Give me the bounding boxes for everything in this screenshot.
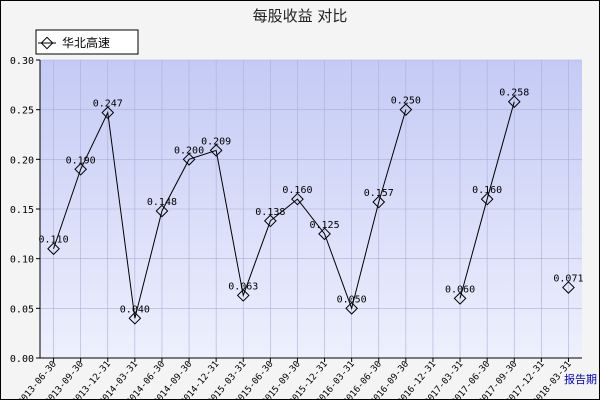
chart-title: 每股收益 对比 (253, 7, 348, 25)
y-tick-label: 0.20 (10, 155, 34, 166)
data-point-marker (480, 192, 494, 206)
data-point-marker (155, 204, 169, 218)
data-point-marker (263, 214, 277, 228)
data-point-marker (562, 281, 575, 294)
y-tick-label: 0.30 (10, 56, 34, 67)
data-value-label: 0.209 (201, 136, 231, 147)
data-value-label: 0.250 (391, 96, 421, 107)
x-axis-corner-label: 报告期 (564, 372, 597, 386)
data-point-marker (453, 292, 467, 305)
series-lines (53, 101, 515, 319)
data-value-label: 0.160 (282, 185, 312, 196)
data-value-label: 0.258 (499, 88, 529, 99)
x-axis-ticks: 2013-06-302013-09-302013-12-312014-03-31… (16, 358, 574, 400)
data-value-label: 0.157 (364, 188, 394, 199)
data-value-label: 0.125 (309, 220, 339, 231)
data-point-marker (209, 144, 223, 157)
data-point-marker (236, 289, 250, 302)
data-value-label: 0.160 (472, 185, 502, 196)
data-point-marker (399, 103, 413, 117)
series-line-segment (53, 109, 407, 319)
data-value-label: 0.063 (228, 281, 258, 292)
y-tick-label: 0.00 (10, 354, 34, 365)
legend-box (35, 29, 139, 55)
legend: 华北高速 (35, 29, 139, 55)
y-tick-label: 0.05 (10, 304, 34, 315)
data-point-marker (345, 301, 359, 315)
data-points (47, 95, 575, 325)
data-value-label: 0.200 (174, 145, 204, 156)
data-point-marker (101, 106, 115, 120)
y-tick-label: 0.25 (10, 106, 34, 117)
y-tick-label: 0.10 (10, 255, 34, 266)
data-point-marker (47, 242, 60, 256)
data-point-marker (507, 95, 521, 109)
data-value-label: 0.138 (255, 207, 285, 218)
data-value-label: 0.148 (147, 197, 177, 208)
data-point-marker (128, 311, 142, 325)
y-axis-ticks: 0.00 0.05 0.10 0.15 0.20 0.25 0.30 (10, 56, 40, 365)
data-point-marker (74, 162, 88, 176)
data-value-label: 0.040 (120, 304, 150, 315)
data-value-label: 0.050 (337, 294, 367, 305)
legend-diamond-marker (40, 36, 54, 50)
data-point-marker (182, 152, 196, 166)
legend-series-name: 华北高速 (62, 35, 110, 50)
series-line-segment (459, 101, 515, 299)
data-point-marker (318, 227, 331, 241)
gridlines (40, 59, 582, 359)
data-value-label: 0.060 (445, 284, 475, 295)
data-value-label: 0.190 (66, 155, 96, 166)
y-tick-label: 0.15 (10, 205, 34, 216)
data-value-label: 0.247 (93, 99, 123, 110)
data-point-marker (372, 195, 386, 209)
data-value-label: 0.110 (38, 235, 68, 246)
data-value-label: 0.071 (553, 273, 583, 284)
data-point-marker (291, 192, 304, 206)
